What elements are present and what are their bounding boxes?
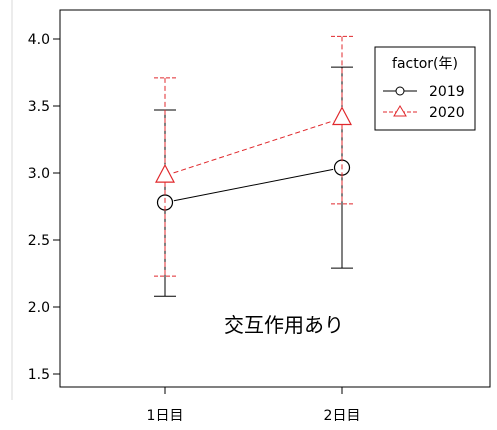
annotation-label: 交互作用あり — [224, 313, 344, 337]
legend-title: factor(年) — [392, 56, 458, 72]
y-tick-label: 2.5 — [28, 233, 50, 249]
y-tick-label: 3.5 — [28, 99, 50, 115]
legend-box — [374, 46, 476, 131]
y-tick-label: 1.5 — [28, 367, 50, 383]
legend-entry-label: 2019 — [429, 84, 465, 100]
series-2020-point-triangle — [155, 163, 175, 183]
y-tick-label: 4.0 — [28, 32, 50, 48]
y-tick-label: 3.0 — [28, 166, 50, 182]
legend-swatch-circle — [395, 86, 405, 96]
legend-swatch-triangle — [393, 105, 407, 117]
x-tick-label: 2日目 — [324, 408, 361, 424]
series-2020-line — [173, 120, 334, 174]
series-2019-line — [173, 168, 334, 202]
series-2020-point-triangle — [332, 106, 352, 126]
y-tick-label: 2.0 — [28, 300, 50, 316]
x-tick-label: 1日目 — [147, 408, 184, 424]
legend-entry-label: 2020 — [429, 105, 465, 121]
